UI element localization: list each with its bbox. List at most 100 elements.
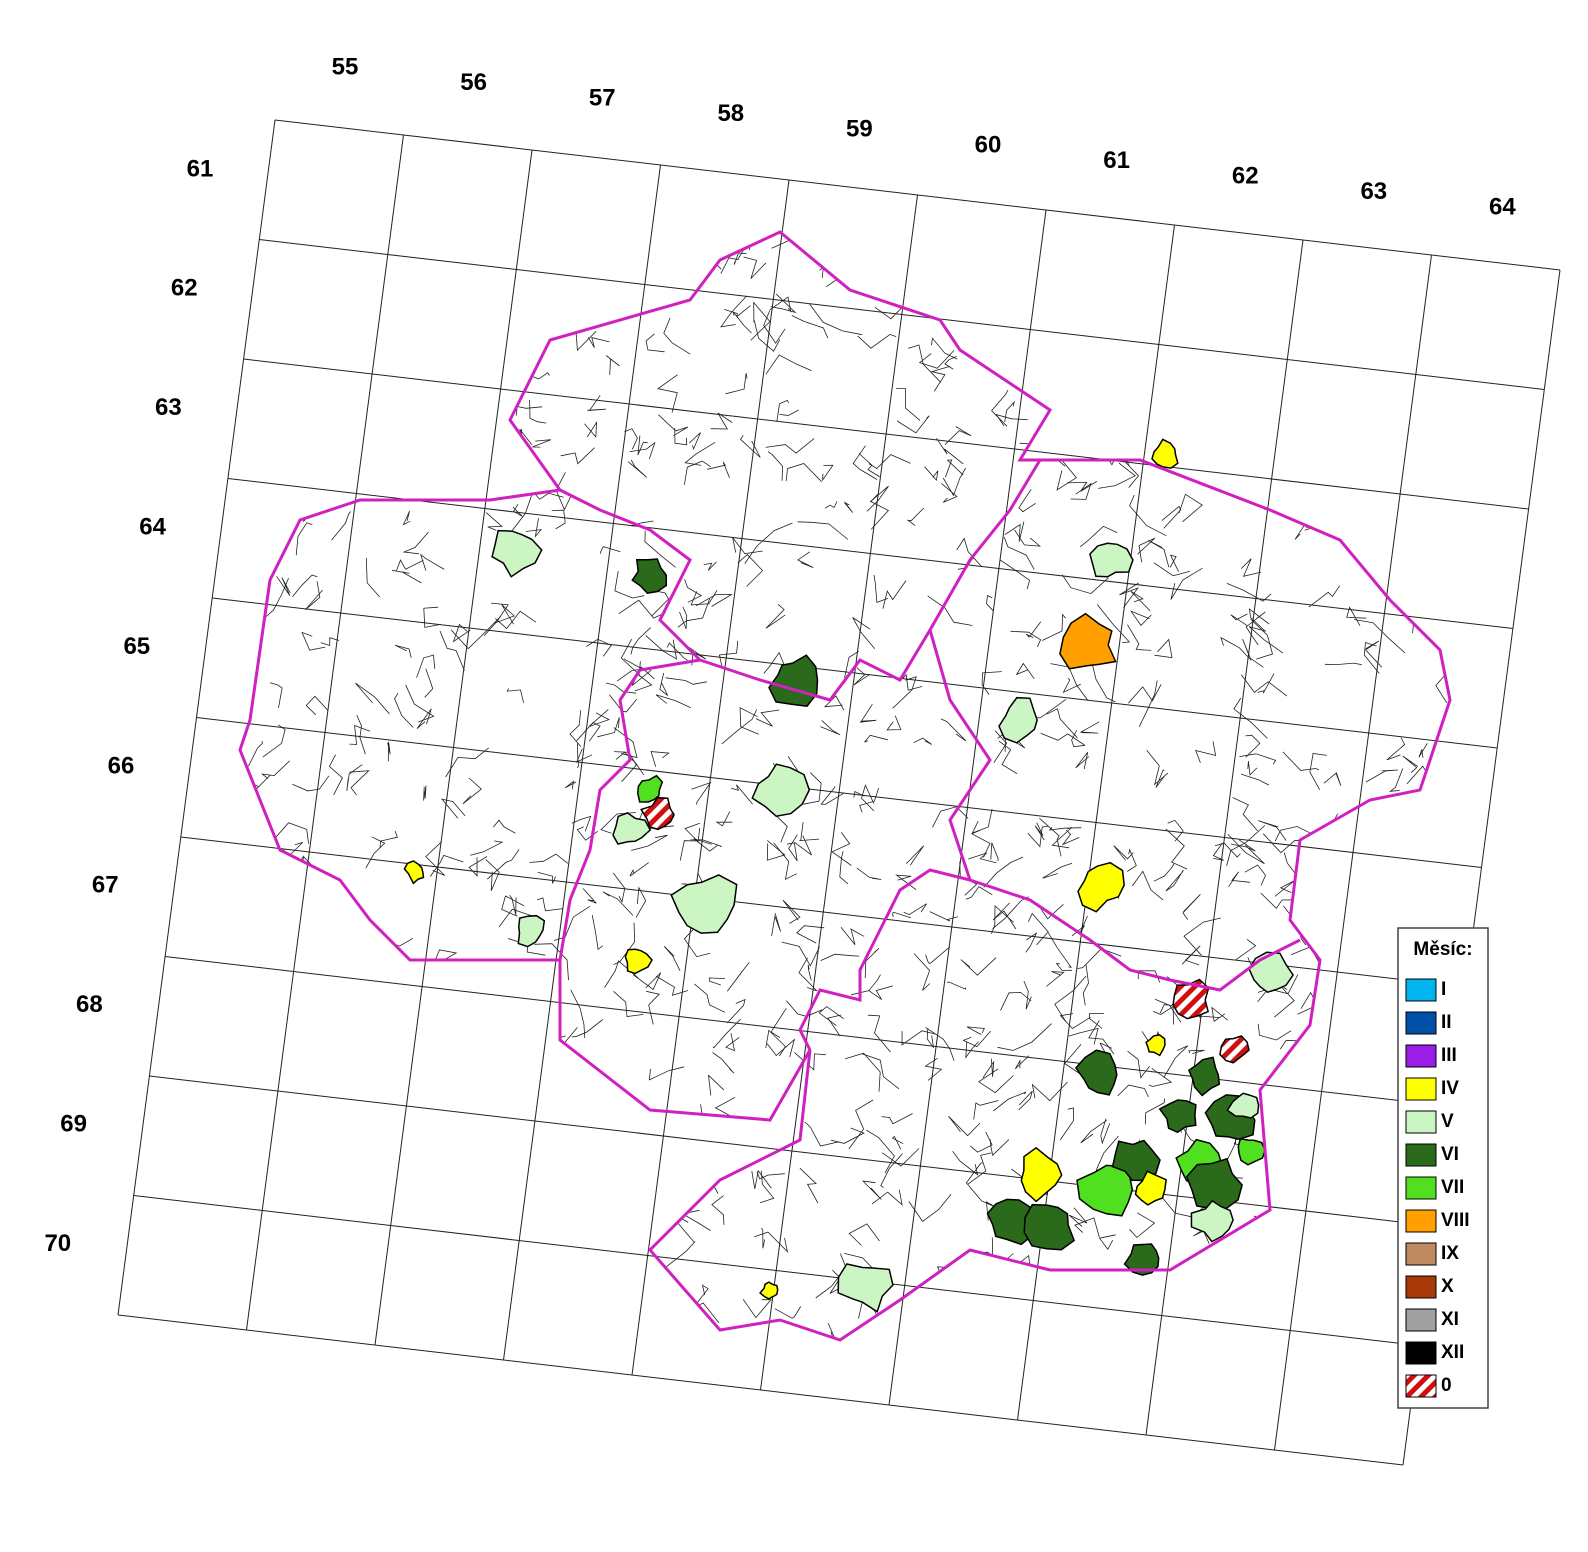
district-border [305,695,328,716]
column-label: 62 [1232,163,1259,190]
region-border [798,868,971,1051]
district-border [346,764,363,791]
district-border [848,1223,880,1246]
district-border [262,724,286,758]
grid-line [243,358,1529,510]
district-border [432,1053,447,1070]
district-border [525,372,550,380]
district-border [240,433,241,451]
district-border [799,822,820,841]
legend-swatch [1405,1374,1437,1398]
district-border [906,845,925,866]
district-border [573,1282,602,1313]
district-border [873,574,889,603]
district-border [402,510,411,526]
district-border [1025,932,1038,953]
district-border [243,468,265,489]
district-border [429,458,446,480]
district-border [476,428,502,450]
district-border [803,772,822,805]
record-area [759,1281,779,1300]
district-border [827,1322,838,1340]
district-border [424,466,451,499]
district-border [840,927,864,945]
district-border [1327,1065,1361,1107]
district-border [1319,1083,1339,1108]
district-border [1085,232,1107,260]
district-border [269,682,283,708]
district-border [492,819,516,834]
district-border [1299,244,1336,261]
district-border [296,325,317,340]
district-border [1248,608,1270,632]
legend-label: VIII [1441,1210,1470,1231]
district-border [857,333,897,349]
grid-line [212,597,1498,749]
district-border [664,1241,696,1269]
record-area [768,654,819,707]
district-border [1316,512,1336,525]
district-border [295,522,313,556]
district-border [1013,323,1023,345]
district-border [1026,621,1042,638]
district-border [766,840,786,861]
district-border [567,1201,593,1216]
region-border [558,658,701,961]
district-border [396,559,424,571]
district-border [634,672,653,692]
legend-swatch [1405,1341,1437,1365]
district-border [1377,807,1395,816]
district-border [1169,554,1179,572]
district-border [586,638,612,657]
district-border [1232,797,1258,832]
district-border [624,428,638,450]
district-border [1161,505,1182,529]
district-border [952,1150,979,1176]
district-border [1227,834,1265,865]
district-border [537,1303,552,1324]
district-border [1281,311,1298,330]
district-border [853,791,865,798]
district-border [1086,232,1109,259]
district-border [606,1225,652,1244]
district-border [1372,1101,1392,1120]
legend-label: V [1441,1111,1454,1132]
district-border [1074,233,1105,242]
district-border [712,1018,741,1049]
district-border [221,221,235,249]
district-border [270,421,284,447]
district-border [861,784,875,812]
district-border [564,780,577,790]
column-label: 63 [1360,178,1387,205]
district-border [965,886,993,900]
district-border [605,355,620,375]
district-border [305,581,323,611]
district-border [1323,477,1342,506]
district-border [581,1269,597,1301]
district-border [771,912,781,937]
district-border [325,329,354,344]
district-border [377,322,411,341]
district-border [254,866,289,893]
grid-line [117,1314,1404,1466]
district-border [1217,450,1251,469]
district-border [710,1129,733,1144]
district-border [1042,613,1066,641]
district-border [297,455,321,473]
district-border [992,896,1030,930]
district-border [1074,1217,1100,1238]
district-border [870,494,890,530]
grid-line [227,478,1513,629]
district-border [896,388,921,421]
district-border [1418,742,1428,758]
district-border [240,480,259,506]
district-border [892,911,912,919]
district-border [674,427,688,446]
column-label: 59 [846,116,873,143]
district-border [515,406,543,416]
district-border [1241,1233,1288,1254]
district-border [672,1136,685,1172]
district-border [350,468,375,492]
column-label: 57 [589,85,616,112]
